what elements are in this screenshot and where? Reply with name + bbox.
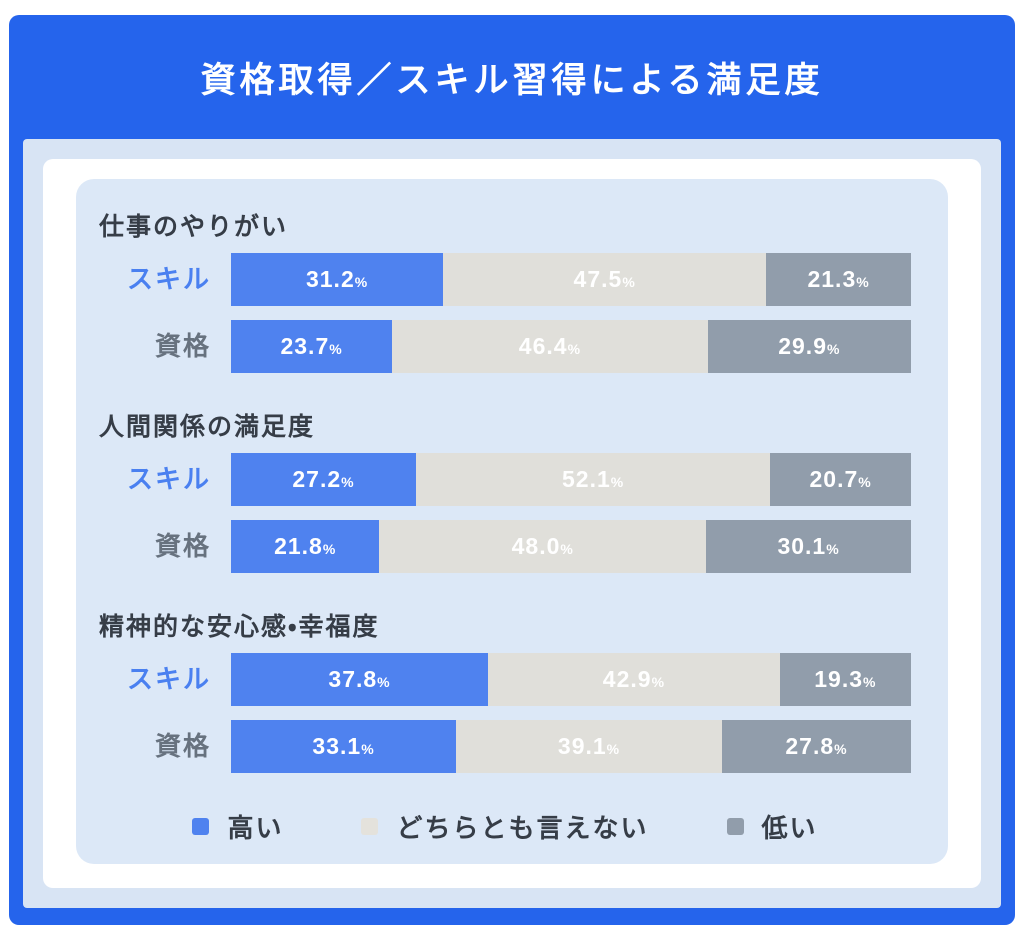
percent-sign: % [610,474,625,490]
percent-sign: % [361,741,375,757]
bar-segment-高い: 23.7% [231,320,393,373]
percent-sign: % [858,474,872,490]
bar-segment-低い: 30.1% [706,520,912,573]
bar-segment-低い: 29.9% [707,320,911,373]
bar-row: スキル 37.8% 42.9% 19.3% [99,653,911,706]
percent-sign: % [567,341,582,357]
bar-segment-どちらとも言えない: 46.4% [392,320,708,373]
bar-segment-どちらとも言えない: 42.9% [488,653,780,706]
percent-sign: % [377,674,391,690]
segment-value: 21.8% [274,533,337,559]
percent-sign: % [834,741,848,757]
row-label: 資格 [154,531,211,561]
bar-row: 資格 21.8% 48.0% 30.1% [99,520,912,573]
bar-segment-どちらとも言えない: 48.0% [379,520,707,573]
chart-section: 精神的な安心感・幸福度スキル 37.8% 42.9% 19.3% 資格 33.1% 39.1… [99,613,911,773]
percent-sign: % [329,341,343,357]
stacked-bar: 31.2% 47.5% 21.3% [231,253,911,306]
percent-sign: % [856,274,870,290]
percent-sign: % [622,274,636,290]
legend-swatch-icon [726,817,744,835]
segment-value: 21.3% [807,266,870,292]
bar-segment-どちらとも言えない: 52.1% [415,453,771,506]
segment-value: 19.3% [814,666,877,692]
percent-sign: % [651,674,666,690]
bar-segment-低い: 19.3% [779,653,911,706]
segment-value: 27.2% [292,466,355,492]
bar-row: スキル 27.2% 52.1% 20.7% [99,453,911,506]
stacked-bar: 21.8% 48.0% 30.1% [231,520,912,573]
stacked-bar: 23.7% 46.4% 29.9% [231,320,911,373]
chart-card: 仕事のやりがいスキル 31.2% 47.5% 21.3% 資格 23.7% 46.4% 29.… [76,179,948,864]
legend-item: 高い [192,808,283,845]
row-label: 資格 [154,331,211,361]
segment-value: 48.0% [511,533,574,559]
percent-sign: % [826,341,841,357]
segment-value: 27.8% [785,733,848,759]
bar-segment-高い: 31.2% [231,253,444,306]
section-title: 精神的な安心感・幸福度 [99,613,380,641]
bar-segment-低い: 20.7% [770,453,911,506]
bar-row: 資格 23.7% 46.4% 29.9% [99,320,911,373]
segment-value: 20.7% [809,466,872,492]
bar-row: スキル 31.2% 47.5% 21.3% [99,253,911,306]
segment-value: 33.1% [312,733,375,759]
bar-segment-低い: 21.3% [766,253,911,306]
legend-item: どちらとも言えない [361,808,648,845]
bar-segment-高い: 33.1% [231,720,457,773]
percent-sign: % [606,741,621,757]
row-label: スキル [126,264,211,294]
bar-segment-高い: 27.2% [231,453,416,506]
legend-swatch-icon [361,817,379,835]
chart-section: 人間関係の満足度スキル 27.2% 52.1% 20.7% 資格 21.8% 48.0% 30… [99,413,912,573]
row-label: スキル [126,664,211,694]
bar-segment-低い: 27.8% [721,720,911,773]
bar-segment-高い: 37.8% [231,653,489,706]
segment-value: 39.1% [557,733,621,759]
segment-value: 29.9% [778,333,841,359]
legend-swatch-icon [192,817,210,835]
white-panel: 仕事のやりがいスキル 31.2% 47.5% 21.3% 資格 23.7% 46.4% 29.… [43,159,981,888]
chart-section: 仕事のやりがいスキル 31.2% 47.5% 21.3% 資格 23.7% 46.4% 29.… [99,213,911,373]
outer-panel: 仕事のやりがいスキル 31.2% 47.5% 21.3% 資格 23.7% 46.4% 29.… [23,139,1001,908]
chart-sections: 仕事のやりがいスキル 31.2% 47.5% 21.3% 資格 23.7% 46.4% 29.… [99,213,912,773]
section-title: 仕事のやりがい [99,213,289,241]
percent-sign: % [322,541,337,557]
segment-value: 52.1% [561,466,625,492]
percent-sign: % [354,274,369,290]
segment-value: 23.7% [280,333,343,359]
segment-value: 42.9% [602,666,666,692]
bar-segment-高い: 21.8% [231,520,380,573]
stacked-bar: 27.2% 52.1% 20.7% [231,453,911,506]
segment-value: 37.8% [328,666,391,692]
row-label: スキル [126,464,211,494]
bar-segment-どちらとも言えない: 39.1% [456,720,722,773]
percent-sign: % [341,474,355,490]
legend-label: どちらとも言えない [396,812,649,843]
chart-legend: 高い どちらとも言えない 低い [99,809,911,843]
row-label: 資格 [154,731,211,761]
segment-value: 30.1% [777,533,840,559]
segment-value: 47.5% [573,266,636,292]
segment-value: 31.2% [305,266,369,292]
section-title: 人間関係の満足度 [99,413,316,441]
percent-sign: % [560,541,574,557]
bar-segment-どちらとも言えない: 47.5% [443,253,767,306]
bar-row: 資格 33.1% 39.1% 27.8% [99,720,911,773]
chart-title: 資格取得／スキル習得による満足度 [200,60,824,100]
percent-sign: % [826,541,840,557]
percent-sign: % [863,674,877,690]
stacked-bar: 33.1% 39.1% 27.8% [231,720,911,773]
chart-frame: 資格取得／スキル習得による満足度 仕事のやりがいスキル 31.2% 47.5% 21.… [9,15,1015,925]
segment-value: 46.4% [518,333,582,359]
legend-label: 高い [227,812,284,843]
legend-label: 低い [761,812,818,843]
legend-item: 低い [726,808,818,845]
stacked-bar: 37.8% 42.9% 19.3% [231,653,911,706]
